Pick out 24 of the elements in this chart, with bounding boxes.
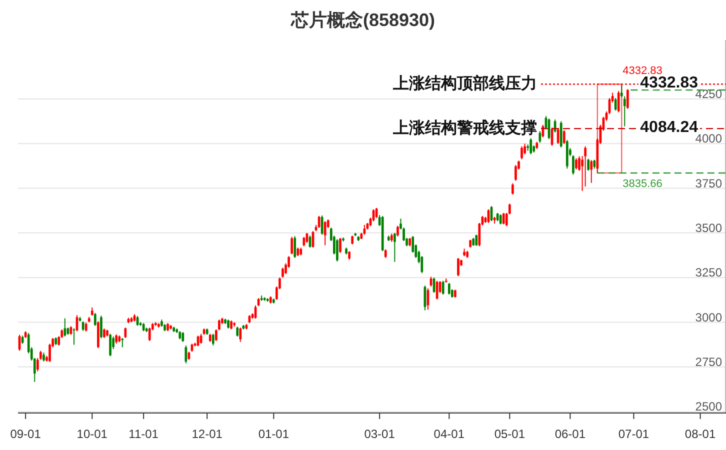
ref-line-label: 上涨结构警戒线支撑 <box>392 119 537 138</box>
y-tick-label: 3000 <box>695 310 722 324</box>
x-tick-label: 06-01 <box>554 427 586 441</box>
ref-line-label: 3835.66 <box>622 178 662 190</box>
x-tick-label: 07-01 <box>618 427 650 441</box>
y-tick-label: 3500 <box>695 220 722 235</box>
x-tick-label: 12-01 <box>192 427 223 441</box>
x-tick-label: 08-01 <box>684 427 716 441</box>
annotation: 4332.83 <box>640 74 698 92</box>
x-tick-label: 01-01 <box>258 427 290 441</box>
x-tick-label: 05-01 <box>494 427 526 441</box>
y-tick-label: 3250 <box>695 266 722 280</box>
x-tick-label: 04-01 <box>434 427 465 441</box>
y-tick-label: 2500 <box>695 400 722 414</box>
ref-line-label: 上涨结构顶部线压力 <box>392 74 537 93</box>
y-tick-label: 2750 <box>695 354 722 369</box>
x-tick-label: 11-01 <box>128 427 159 441</box>
y-tick-label: 3750 <box>695 176 722 190</box>
x-tick-label: 03-01 <box>364 427 396 441</box>
y-tick-label: 4000 <box>695 132 722 146</box>
x-tick-label: 10-01 <box>76 427 108 441</box>
chart-title: 芯片概念(858930) <box>290 10 436 30</box>
x-tick-label: 09-01 <box>10 427 42 441</box>
annotation: 4332.83 <box>622 65 662 78</box>
